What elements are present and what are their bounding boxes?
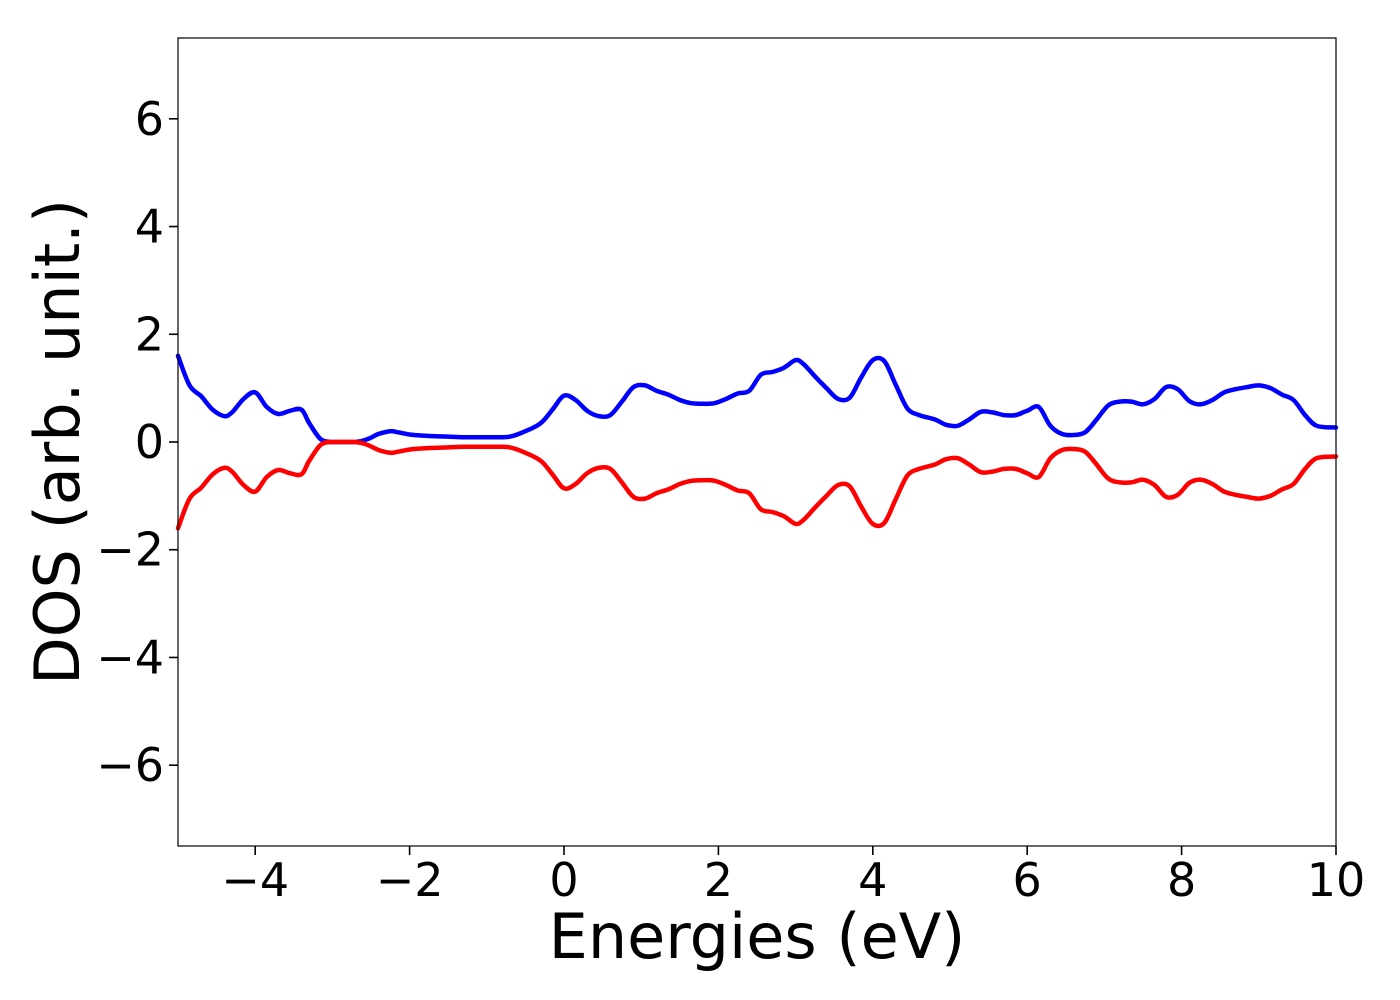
- x-tick-label: 10: [1307, 853, 1366, 907]
- x-tick-label: 2: [704, 853, 733, 907]
- plot-frame: [177, 37, 1337, 847]
- y-tick-label: 6: [135, 92, 164, 146]
- y-axis-title: DOS (arb. unit.): [21, 199, 94, 685]
- x-tick-label: 0: [549, 853, 578, 907]
- series-layer: [175, 353, 1339, 531]
- x-tick-label: 6: [1013, 853, 1042, 907]
- y-axis-ticks: −6 −4 −2 0 2 4 6: [96, 92, 178, 792]
- x-tick-label: −2: [376, 853, 444, 907]
- x-axis-title: Energies (eV): [549, 900, 966, 973]
- series-line-1: [175, 353, 1339, 445]
- series-line-2: [175, 439, 1339, 531]
- y-tick-label: −6: [96, 738, 164, 792]
- x-axis-ticks: −4 −2 0 2 4 6 8 10: [221, 846, 1365, 907]
- x-tick-label: 4: [858, 853, 887, 907]
- y-tick-label: 2: [135, 307, 164, 361]
- y-tick-label: 4: [135, 200, 164, 254]
- y-tick-label: −2: [96, 523, 164, 577]
- x-tick-label: −4: [221, 853, 289, 907]
- x-tick-label: 8: [1167, 853, 1196, 907]
- y-tick-label: −4: [96, 630, 164, 684]
- y-tick-label: 0: [135, 415, 164, 469]
